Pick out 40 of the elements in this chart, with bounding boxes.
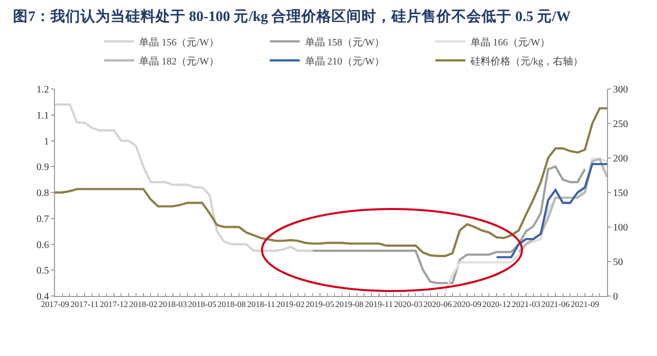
x-tick-label: 2018-11 — [247, 299, 276, 310]
x-tick-label: 2020-06 — [424, 299, 452, 310]
y2-tick-label: 0 — [613, 292, 618, 302]
x-tick-label: 2020-09 — [452, 299, 482, 310]
x-tick-label: 2018-08 — [217, 299, 246, 310]
legend-label: 单晶 210（元/W） — [304, 55, 384, 68]
y2-tick-label: 150 — [613, 188, 628, 199]
legend-label: 单晶 166（元/W） — [470, 36, 550, 48]
legend-label: 单晶 156（元/W） — [139, 36, 219, 48]
y-tick-label: 0.5 — [36, 266, 49, 277]
x-tick-label: 2018-02 — [129, 299, 158, 310]
x-tick-label: 2020-12 — [482, 299, 511, 310]
y-tick-label: 1 — [44, 136, 49, 148]
x-tick-label: 2020-03 — [394, 299, 422, 310]
y2-tick-label: 100 — [613, 222, 628, 234]
legend-label: 硅料价格（元/kg，右轴） — [469, 55, 584, 68]
x-tick-label: 2019-02 — [276, 299, 305, 310]
chart-title: 图7：我们认为当硅料处于 80-100 元/kg 合理价格区间时，硅片售价不会低于 0.5 元/W — [13, 8, 572, 26]
y-tick-label: 0.8 — [36, 188, 49, 199]
x-tick-label: 2021-03 — [512, 299, 540, 310]
x-tick-label: 2019-11 — [364, 299, 393, 310]
y2-tick-label: 200 — [613, 154, 628, 164]
x-tick-label: 2018-03 — [158, 299, 187, 310]
y-tick-label: 0.9 — [36, 162, 49, 174]
x-tick-label: 2018-05 — [188, 299, 216, 310]
x-tick-label: 2021-06 — [541, 299, 570, 310]
legend-label: 单晶 182（元/W） — [139, 55, 219, 68]
x-tick-label: 2021-09 — [570, 299, 600, 310]
y-tick-label: 1.2 — [36, 84, 49, 96]
y2-tick-label: 50 — [613, 257, 623, 268]
y-tick-label: 1.1 — [36, 110, 49, 122]
y-tick-label: 0.6 — [36, 240, 49, 251]
x-tick-label: 2017-12 — [100, 299, 128, 310]
y2-tick-label: 300 — [613, 84, 628, 96]
x-tick-label: 2017-11 — [70, 299, 98, 310]
y2-tick-label: 250 — [613, 119, 628, 130]
x-tick-label: 2019-05 — [306, 299, 334, 310]
legend-label: 单晶 158（元/W） — [304, 36, 384, 48]
y-tick-label: 0.7 — [36, 214, 49, 225]
x-tick-label: 2019-08 — [335, 299, 364, 310]
